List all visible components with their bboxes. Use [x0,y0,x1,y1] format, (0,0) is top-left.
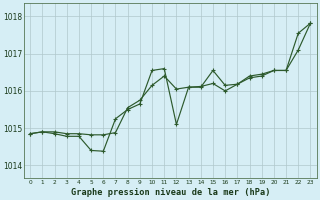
X-axis label: Graphe pression niveau de la mer (hPa): Graphe pression niveau de la mer (hPa) [71,188,270,197]
